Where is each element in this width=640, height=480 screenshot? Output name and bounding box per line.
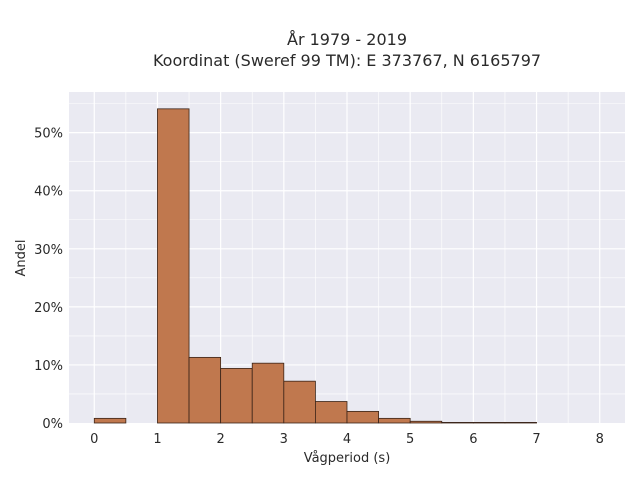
x-axis-ticks: 0 1 2 3 4 5 6 7 8 <box>90 432 604 447</box>
x-tick-label: 6 <box>469 432 477 447</box>
chart-title-line-1: År 1979 - 2019 <box>287 30 407 49</box>
y-tick-label: 40% <box>34 185 63 200</box>
x-tick-label: 3 <box>280 432 288 447</box>
histogram-bar <box>315 401 348 424</box>
x-tick-label: 2 <box>216 432 224 447</box>
y-tick-label: 50% <box>34 127 63 142</box>
y-tick-label: 20% <box>34 301 63 316</box>
chart-title-line-2: Koordinat (Sweref 99 TM): E 373767, N 61… <box>153 51 541 70</box>
x-tick-label: 0 <box>90 432 98 447</box>
histogram-bar <box>157 108 190 424</box>
histogram-bars <box>93 108 537 424</box>
y-axis-label: Andel <box>14 240 29 277</box>
histogram-bar <box>251 362 285 424</box>
y-tick-label: 0% <box>42 417 63 432</box>
x-axis-label: Vågperiod (s) <box>304 451 391 466</box>
x-tick-label: 1 <box>153 432 161 447</box>
x-tick-label: 4 <box>343 432 351 447</box>
x-tick-label: 7 <box>532 432 540 447</box>
histogram-bar <box>441 422 474 424</box>
histogram-bar <box>409 420 443 424</box>
y-tick-label: 10% <box>34 359 63 374</box>
histogram-bar <box>346 410 379 424</box>
y-axis-ticks: 0% 10% 20% 30% 40% 50% <box>34 127 63 432</box>
x-tick-label: 5 <box>406 432 414 447</box>
histogram-bar <box>472 422 506 424</box>
x-tick-label: 8 <box>596 432 604 447</box>
histogram-bar <box>504 422 537 424</box>
histogram-bar <box>283 380 316 424</box>
y-tick-label: 30% <box>34 243 63 258</box>
histogram-bar <box>188 356 222 424</box>
histogram-bar <box>93 417 127 424</box>
histogram-bar <box>378 417 411 424</box>
histogram-bar <box>220 368 253 424</box>
